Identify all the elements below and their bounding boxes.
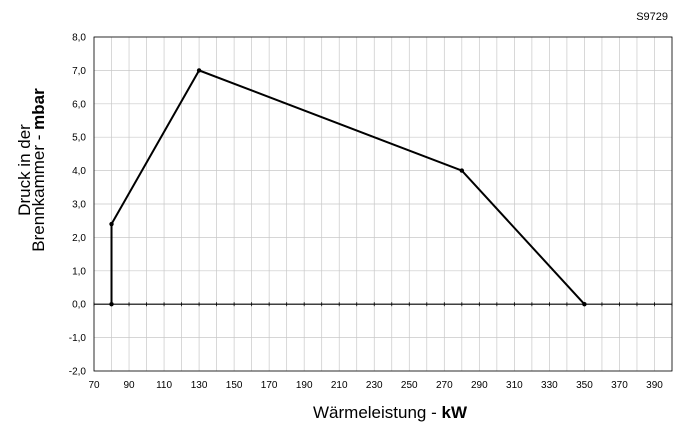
x-tick-label: 110 [156, 380, 172, 391]
data-point [582, 302, 587, 307]
x-tick-label: 370 [611, 380, 628, 391]
x-tick-label: 250 [401, 380, 418, 391]
figure-code: S9729 [636, 11, 668, 23]
plot-frame [93, 36, 673, 372]
x-tick-label: 210 [331, 380, 348, 391]
y-tick-label: 7,0 [72, 66, 86, 77]
data-point [109, 221, 114, 227]
y-tick-label: 5,0 [72, 133, 86, 144]
y-tick-label: -2,0 [69, 367, 87, 378]
y-axis-label: Brennkammer - [29, 130, 48, 252]
x-axis-unit: kW [441, 403, 467, 422]
series-group [109, 68, 587, 307]
x-tick-labels: 70 90 110 130 150 170 190 210 230 250 270 290 310 330… [88, 380, 663, 391]
x-tick-label: 350 [576, 380, 593, 391]
x-tick-label: 150 [226, 380, 243, 391]
data-point [196, 68, 202, 73]
data-point [459, 168, 465, 173]
x-tick-label: 390 [646, 380, 663, 391]
x-tick-label: 70 [88, 380, 100, 391]
y-axis-title-line2: Brennkammer - mbar [29, 88, 48, 252]
x-tick-label: 230 [366, 380, 383, 391]
y-tick-label: -1,0 [69, 333, 87, 344]
series-line [110, 69, 586, 305]
x-axis-title: Wärmeleistung - kW [313, 403, 468, 422]
y-tick-label: 6,0 [72, 99, 86, 110]
y-tick-labels: 8,0 7,0 6,0 5,0 4,0 3,0 2,0 1,0 0,0 -1,0 -2,0 [69, 33, 87, 378]
y-axis-unit: mbar [29, 88, 48, 130]
x-tick-label: 330 [541, 380, 558, 391]
data-point [109, 302, 114, 307]
y-tick-label: 1,0 [72, 266, 86, 277]
y-tick-label: 4,0 [72, 166, 86, 177]
y-tick-label: 0,0 [72, 300, 86, 311]
x-tick-label: 90 [123, 380, 135, 391]
y-tick-label: 3,0 [72, 200, 86, 211]
x-tick-label: 270 [436, 380, 453, 391]
y-tick-label: 2,0 [72, 233, 86, 244]
y-axis-title-line1: Druck in der [15, 124, 34, 216]
x-axis-label: Wärmeleistung - [313, 403, 441, 422]
x-tick-label: 310 [506, 380, 523, 391]
x-tick-label: 190 [296, 380, 313, 391]
x-tick-label: 170 [261, 380, 278, 391]
y-tick-label: 8,0 [72, 33, 86, 44]
grid [93, 36, 673, 372]
x-tick-label: 290 [471, 380, 488, 391]
x-tick-label: 130 [191, 380, 208, 391]
